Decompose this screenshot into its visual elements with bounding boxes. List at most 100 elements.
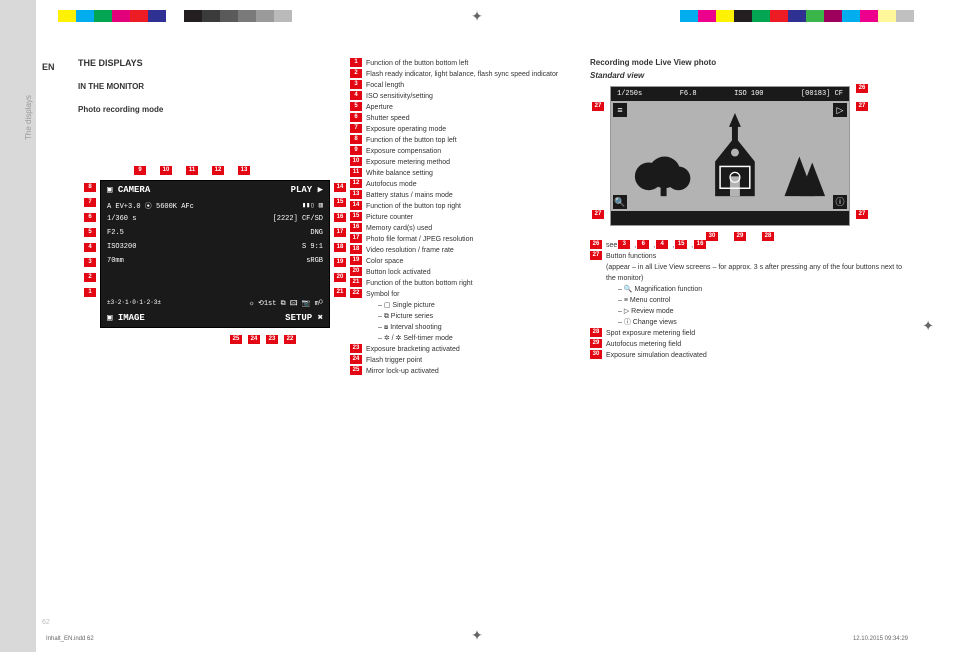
color-calibration-strip-right (680, 10, 914, 22)
lcd-callouts-bottom: 25242322 (230, 335, 296, 344)
legend-item: 2Flash ready indicator, light balance, f… (350, 69, 570, 80)
lcd-row-2: 1/360 s [2222] CF/SD (107, 215, 323, 223)
legend-item: 28Spot exposure metering field (590, 328, 910, 339)
legend-item: 12Autofocus mode (350, 179, 570, 190)
legend-item: 22Symbol for (350, 289, 570, 300)
lcd-callouts-left: 87654321 (84, 183, 96, 297)
legend-item: 14Function of the button top right (350, 201, 570, 212)
liveview-subheading: Standard view (590, 71, 910, 80)
legend-item: 8Function of the button top left (350, 135, 570, 146)
lv-shutter: 1/250s (617, 90, 642, 98)
lcd-counter-cards: [2222] CF/SD (273, 215, 323, 223)
legend-item: 24Flash trigger point (350, 355, 570, 366)
camera-lcd-screen: ▣ CAMERA PLAY ▶ A EV+3.0 ⦿ 5600K AFc ▮▮▯… (100, 180, 330, 328)
lv-aperture: F6.8 (680, 90, 697, 98)
legend-sub-item: (appear – in all Live View screens – for… (606, 262, 910, 284)
lcd-row-3: F2.5 DNG (107, 229, 323, 237)
lcd-file-format: DNG (310, 229, 323, 237)
liveview-legend-list: 26see 3, 6, 4, 15, 1627Button functions(… (590, 240, 910, 361)
callout-26: 26 (856, 84, 868, 93)
callout-27-tl: 27 (592, 102, 604, 111)
legend-item: 16Memory card(s) used (350, 223, 570, 234)
legend-item: 17Photo file format / JPEG resolution (350, 234, 570, 245)
lcd-mode-icons: ☼ ⟲1st ⧉ 🖾 📷 mᴼ (250, 299, 323, 310)
lcd-color-space: sRGB (306, 257, 323, 265)
lcd-play-label: PLAY ▶ (291, 185, 323, 195)
column-1: THE DISPLAYS IN THE MONITOR Photo record… (78, 58, 338, 128)
legend-item: 4ISO sensitivity/setting (350, 91, 570, 102)
lcd-battery-icon: ▮▮▯ ▥ (302, 201, 323, 211)
lcd-row-4: ISO3200 S 9:1 (107, 243, 323, 251)
legend-sub-item: – ⧇ Interval shooting (378, 322, 570, 333)
lcd-row-1: A EV+3.0 ⦿ 5600K AFc ▮▮▯ ▥ (107, 201, 323, 211)
page-number: 62 (42, 619, 50, 626)
lcd-shutter-speed: 1/360 s (107, 215, 136, 223)
lcd-aperture: F2.5 (107, 229, 124, 237)
lcd-callouts-top: 910111213 (134, 166, 250, 175)
legend-sub-item: – ▢ Single picture (378, 300, 570, 311)
legend-item: 1Function of the button bottom left (350, 58, 570, 69)
lcd-image-label: ▣ IMAGE (107, 313, 145, 323)
legend-item: 3Focal length (350, 80, 570, 91)
legend-item: 19Color space (350, 256, 570, 267)
section-tab-label: The displays (24, 95, 33, 140)
lv-scene-callouts: 302928 (706, 232, 774, 241)
liveview-heading: Recording mode Live View photo (590, 58, 910, 67)
lcd-bottom-row: ▣ IMAGE SETUP ✖ (107, 313, 323, 323)
lcd-video-res: S 9:1 (302, 243, 323, 251)
color-calibration-strip-left (40, 10, 292, 22)
registration-mark-icon: ✦ (471, 627, 483, 644)
lv-iso: ISO 100 (734, 90, 763, 98)
legend-item: 30Exposure simulation deactivated (590, 350, 910, 361)
callout-27-bl: 27 (592, 210, 604, 219)
lcd-exposure-info: A EV+3.0 ⦿ 5600K AFc (107, 201, 194, 211)
legend-item: 10Exposure metering method (350, 157, 570, 168)
callout-27-tr: 27 (856, 102, 868, 111)
lcd-callouts-right: 1415161718192021 (334, 183, 346, 297)
legend-item-26: 26see 3, 6, 4, 15, 16 (590, 240, 910, 251)
lcd-row-scale: ±3·2·1·0·1·2·3± ☼ ⟲1st ⧉ 🖾 📷 mᴼ (107, 299, 323, 310)
legend-sub-item: – ≡ Menu control (618, 295, 910, 306)
legend-sub-item: – ⧉ Picture series (378, 311, 570, 322)
legend-item: 27Button functions (590, 251, 910, 262)
lcd-setup-label: SETUP ✖ (285, 313, 323, 323)
legend-item: 29Autofocus metering field (590, 339, 910, 350)
lcd-camera-label: ▣ CAMERA (107, 185, 150, 195)
registration-mark-icon: ✦ (922, 318, 934, 335)
legend-item: 15Picture counter (350, 212, 570, 223)
lcd-row-5: 70mm sRGB (107, 257, 323, 265)
legend-item: 23Exposure bracketing activated (350, 344, 570, 355)
legend-list-column: 1Function of the button bottom left2Flas… (350, 58, 570, 377)
lv-counter: [00183] CF (801, 90, 843, 98)
legend-sub-item: – ▷ Review mode (618, 306, 910, 317)
legend-item: 18Video resolution / frame rate (350, 245, 570, 256)
legend-sub-item: – ⓘ Change views (618, 317, 910, 328)
callout-27-br: 27 (856, 210, 868, 219)
language-label: EN (42, 62, 55, 72)
liveview-screen: 1/250s F6.8 ISO 100 [00183] CF ≡ ▷ 🔍 ⓘ (610, 86, 850, 226)
subheading-monitor: IN THE MONITOR (78, 82, 338, 91)
legend-item: 13Battery status / mains mode (350, 190, 570, 201)
column-3: Recording mode Live View photo Standard … (590, 58, 910, 361)
legend-item: 25Mirror lock-up activated (350, 366, 570, 377)
legend-item: 9Exposure compensation (350, 146, 570, 157)
lcd-exposure-scale: ±3·2·1·0·1·2·3± (107, 299, 161, 310)
legend-item: 11White balance setting (350, 168, 570, 179)
legend-item: 7Exposure operating mode (350, 124, 570, 135)
legend-item: 5Aperture (350, 102, 570, 113)
legend-item: 6Shutter speed (350, 113, 570, 124)
registration-mark-icon: ✦ (471, 8, 483, 25)
legend-item: 21Function of the button bottom right (350, 278, 570, 289)
subheading-photo-mode: Photo recording mode (78, 105, 338, 114)
liveview-top-bar: 1/250s F6.8 ISO 100 [00183] CF (611, 87, 849, 101)
page-heading: THE DISPLAYS (78, 58, 338, 68)
legend-item: 20Button lock activated (350, 267, 570, 278)
lcd-focal-length: 70mm (107, 257, 124, 265)
liveview-bottom-bar (611, 211, 849, 225)
lcd-top-row: ▣ CAMERA PLAY ▶ (107, 185, 323, 195)
footer-file-info: Inhalt_EN.indd 62 (46, 636, 94, 642)
footer-timestamp: 12.10.2015 09:34:29 (853, 636, 908, 642)
liveview-scene-illustration (621, 107, 839, 206)
legend-sub-item: – 🔍 Magnification function (618, 284, 910, 295)
lcd-iso: ISO3200 (107, 243, 136, 251)
